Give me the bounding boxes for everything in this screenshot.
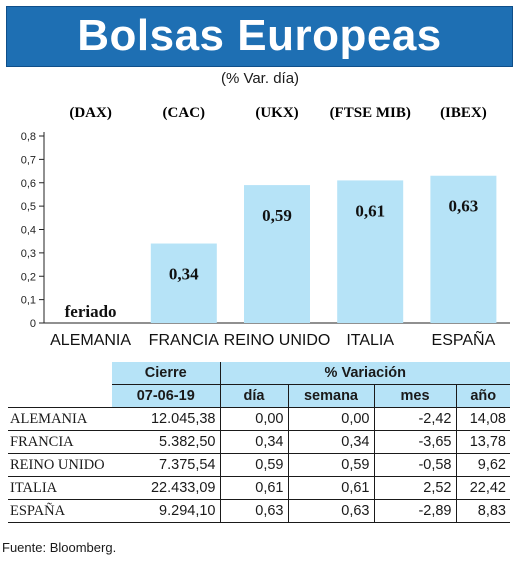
row-anio: 9,62 <box>455 453 510 477</box>
bar <box>244 185 310 323</box>
y-tick-label: 0,1 <box>21 295 36 307</box>
data-label: 0,61 <box>355 201 385 220</box>
row-mes: -0,58 <box>373 453 456 477</box>
y-tick-label: 0,4 <box>21 225 36 237</box>
data-label: 0,59 <box>262 206 292 225</box>
y-tick-label: 0,3 <box>21 248 36 260</box>
row-cierre: 22.433,09 <box>112 476 220 500</box>
header-cierre: Cierre <box>112 362 220 385</box>
row-dia: 0,59 <box>219 453 288 477</box>
row-name: FRANCIA <box>8 430 112 454</box>
bar <box>337 180 404 323</box>
table-row: FRANCIA 5.382,50 0,34 0,34 -3,65 13,78 <box>8 430 510 454</box>
row-semana: 0,61 <box>287 476 374 500</box>
category-label: REINO UNIDO <box>224 332 331 349</box>
row-dia: 0,61 <box>219 476 288 500</box>
y-tick-label: 0,5 <box>21 201 36 213</box>
header-anio: año <box>455 384 510 408</box>
row-cierre: 9.294,10 <box>112 499 220 523</box>
row-dia: 0,00 <box>219 407 288 431</box>
index-label: (IBEX) <box>440 105 487 121</box>
row-cierre: 7.375,54 <box>112 453 220 477</box>
row-cierre: 5.382,50 <box>112 430 220 454</box>
header-dia: día <box>219 384 288 408</box>
chart-subtitle: (% Var. día) <box>220 70 300 87</box>
row-cierre: 12.045,38 <box>112 407 220 431</box>
row-dia: 0,63 <box>219 499 288 523</box>
data-label: 0,63 <box>449 197 479 216</box>
row-name: REINO UNIDO <box>8 453 112 477</box>
y-tick-label: 0,7 <box>21 154 36 166</box>
row-anio: 13,78 <box>455 430 510 454</box>
data-label: feriado <box>65 302 117 321</box>
source-note: Fuente: Bloomberg. <box>2 540 117 555</box>
header-variacion: % Variación <box>219 362 510 385</box>
row-name: ALEMANIA <box>8 407 112 431</box>
row-mes: -2,42 <box>373 407 456 431</box>
data-label: 0,34 <box>169 265 199 284</box>
row-semana: 0,63 <box>287 499 374 523</box>
row-mes: -2,89 <box>373 499 456 523</box>
header-date: 07-06-19 <box>112 384 220 408</box>
header-semana: semana <box>287 384 374 408</box>
category-label: ITALIA <box>346 332 394 349</box>
y-tick-label: 0,8 <box>21 131 36 143</box>
bar <box>430 175 497 323</box>
table-row: ESPAÑA 9.294,10 0,63 0,63 -2,89 8,83 <box>8 499 510 523</box>
row-name: ESPAÑA <box>8 499 112 523</box>
bar-chart: (DAX) (CAC) (UKX) (FTSE MIB) (IBEX) 00,10,20… <box>21 105 510 349</box>
row-semana: 0,59 <box>287 453 374 477</box>
row-anio: 22,42 <box>455 476 510 500</box>
y-tick-label: 0,2 <box>21 271 36 283</box>
row-name: ITALIA <box>8 476 112 500</box>
header-blank-2 <box>8 384 112 408</box>
index-label: (UKX) <box>255 105 298 121</box>
index-label: (CAC) <box>163 105 206 121</box>
index-label: (DAX) <box>69 105 112 121</box>
bar <box>150 243 217 323</box>
title-banner: Bolsas Europeas <box>6 6 513 67</box>
y-tick-label: 0,6 <box>21 178 36 190</box>
category-label: FRANCIA <box>149 332 220 349</box>
table-row: REINO UNIDO 7.375,54 0,59 0,59 -0,58 9,6… <box>8 453 510 477</box>
table-row: ITALIA 22.433,09 0,61 0,61 2,52 22,42 <box>8 476 510 500</box>
bars: feriado 0,34 0,59 0,61 0,63 <box>65 175 497 323</box>
row-mes: -3,65 <box>373 430 456 454</box>
row-mes: 2,52 <box>373 476 456 500</box>
row-anio: 8,83 <box>455 499 510 523</box>
category-labels: ALEMANIA FRANCIA REINO UNIDO ITALIA ESPAÑA <box>50 329 495 349</box>
category-label: ESPAÑA <box>432 329 496 349</box>
category-label: ALEMANIA <box>50 332 131 349</box>
row-semana: 0,34 <box>287 430 374 454</box>
index-label: (FTSE MIB) <box>330 105 411 121</box>
row-dia: 0,34 <box>219 430 288 454</box>
header-blank <box>8 362 112 385</box>
chart-title: Bolsas Europeas <box>77 11 442 60</box>
y-tick-label: 0 <box>30 318 36 330</box>
y-axis: 0 0,1 0,2 0,3 0,4 0,5 0,6 0,7 0,8 <box>21 131 510 330</box>
row-semana: 0,00 <box>287 407 374 431</box>
row-anio: 14,08 <box>455 407 510 431</box>
table-row: ALEMANIA 12.045,38 0,00 0,00 -2,42 14,08 <box>8 407 510 431</box>
stocks-table: Cierre % Variación 07-06-19 día semana m… <box>8 362 510 523</box>
index-labels: (DAX) (CAC) (UKX) (FTSE MIB) (IBEX) <box>69 105 486 121</box>
header-mes: mes <box>373 384 456 408</box>
